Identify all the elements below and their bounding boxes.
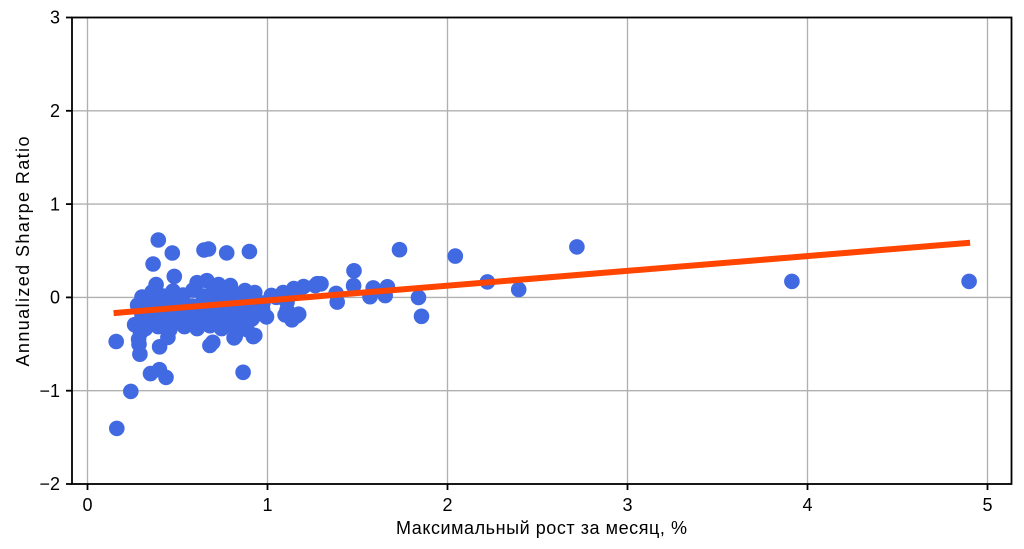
svg-text:4: 4 — [802, 495, 812, 515]
svg-text:−1: −1 — [39, 381, 60, 401]
svg-text:1: 1 — [50, 194, 60, 214]
svg-text:3: 3 — [622, 495, 632, 515]
svg-text:0: 0 — [50, 288, 60, 308]
svg-text:2: 2 — [442, 495, 452, 515]
svg-text:0: 0 — [82, 495, 92, 515]
svg-text:1: 1 — [262, 495, 272, 515]
svg-text:2: 2 — [50, 101, 60, 121]
svg-text:3: 3 — [50, 8, 60, 28]
svg-text:Annualized Sharpe Ratio: Annualized Sharpe Ratio — [13, 135, 33, 366]
svg-text:5: 5 — [982, 495, 992, 515]
svg-text:Максимальный рост за месяц, %: Максимальный рост за месяц, % — [396, 518, 687, 538]
svg-text:−2: −2 — [39, 474, 60, 494]
